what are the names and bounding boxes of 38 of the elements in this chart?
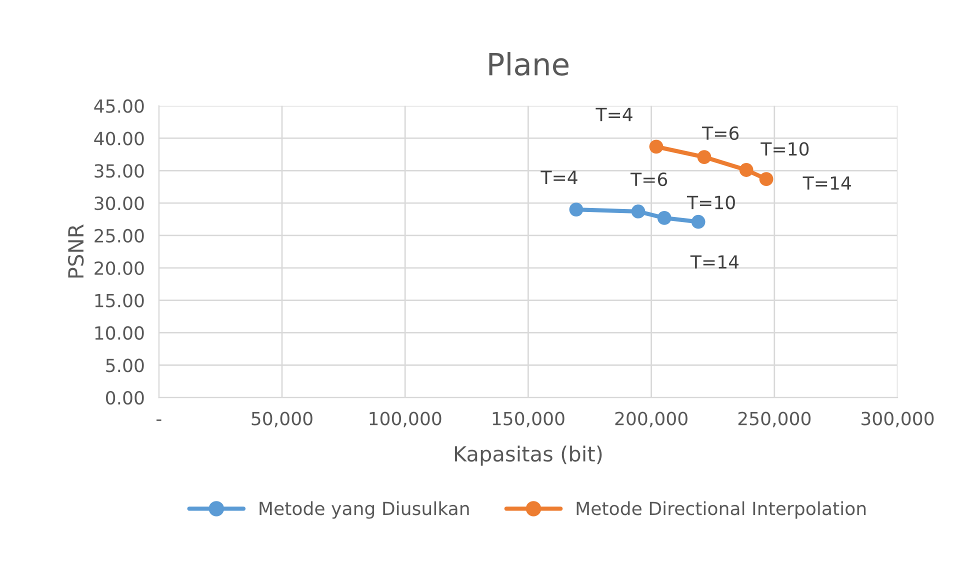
point bbox=[739, 163, 754, 177]
y-tick-label: 30.00 bbox=[94, 196, 144, 210]
y-axis-title: PSNR bbox=[68, 224, 84, 278]
y-tick-label: 25.00 bbox=[94, 228, 144, 243]
x-tick-label: 50,000 bbox=[252, 412, 312, 428]
annotation: T=10 bbox=[760, 142, 809, 156]
y-tick-label: 0.00 bbox=[106, 391, 144, 405]
point bbox=[649, 140, 664, 154]
y-tick-label: 10.00 bbox=[95, 326, 144, 340]
point bbox=[691, 214, 706, 229]
x-tick-label: 300,000 bbox=[862, 412, 934, 428]
annotation: T=6 bbox=[702, 126, 739, 140]
x-tick-label: 250,000 bbox=[738, 412, 811, 428]
point bbox=[657, 211, 672, 225]
annotation: T=10 bbox=[686, 196, 735, 210]
annotation: T=14 bbox=[802, 176, 851, 190]
x-tick-label: - bbox=[156, 419, 162, 421]
x-tick-label: 100,000 bbox=[370, 412, 442, 428]
y-tick-label: 45.00 bbox=[94, 99, 144, 113]
annotation: T=6 bbox=[630, 172, 668, 186]
point bbox=[697, 150, 712, 164]
annotation: T=4 bbox=[596, 108, 632, 122]
annotation: T=4 bbox=[540, 170, 578, 184]
point bbox=[631, 204, 646, 218]
chart-title: Plane bbox=[489, 52, 568, 76]
y-tick-label: 40.00 bbox=[94, 132, 144, 146]
x-tick-label: 150,000 bbox=[492, 412, 564, 428]
y-tick-label: 20.00 bbox=[94, 261, 144, 276]
x-axis-title: Kapasitas (bit) bbox=[454, 446, 602, 466]
annotation: T=14 bbox=[690, 255, 739, 269]
x-tick-label: 200,000 bbox=[615, 412, 688, 428]
legend-label: Metode yang Diusulkan bbox=[260, 501, 469, 519]
point bbox=[569, 202, 584, 216]
point bbox=[759, 172, 774, 186]
y-tick-label: 15.00 bbox=[95, 294, 144, 308]
y-tick-label: 5.00 bbox=[106, 358, 144, 372]
y-tick-label: 35.00 bbox=[94, 164, 144, 178]
legend-label: Metode Directional Interpolation bbox=[576, 501, 866, 519]
